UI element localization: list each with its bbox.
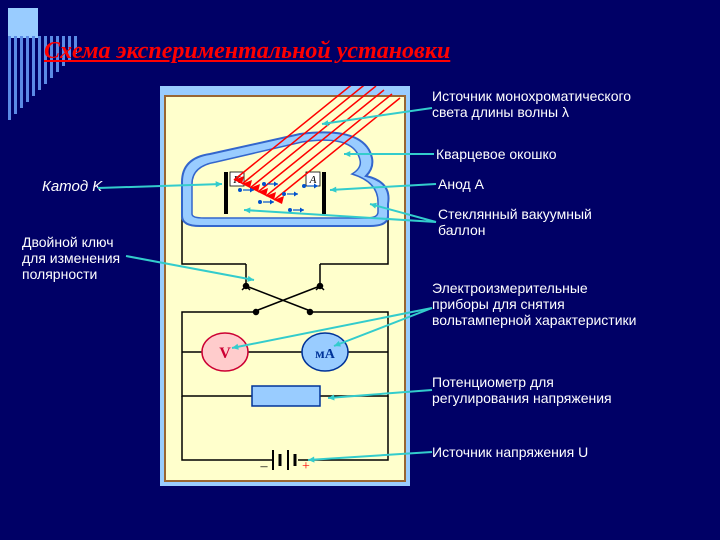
anode-label: A	[309, 174, 317, 186]
voltmeter-icon: V	[202, 333, 248, 371]
label-anode: Анод А	[438, 176, 484, 192]
label-glass: Стеклянный вакуумныйбаллон	[438, 206, 592, 238]
svg-text:мА: мА	[315, 347, 336, 362]
label-window: Кварцевое окошко	[436, 146, 557, 162]
label-pot: Потенциометр длярегулирования напряжения	[432, 374, 612, 406]
label-switch: Двойной ключдля измененияполярности	[22, 234, 120, 282]
milliammeter-icon: мА	[302, 333, 348, 371]
corner-square	[8, 8, 38, 38]
experiment-diagram: K A V	[160, 86, 410, 486]
svg-text:V: V	[219, 345, 231, 362]
battery-plus-label: +	[302, 459, 310, 474]
label-meters: Электроизмерительныеприборы для снятияво…	[432, 280, 636, 328]
page-title: Схема экспериментальной установки	[44, 38, 450, 65]
label-battery: Источник напряжения U	[432, 444, 588, 460]
label-light: Источник монохроматическогосвета длины в…	[432, 88, 631, 120]
label-cathode: Катод K	[42, 178, 102, 195]
battery-minus-label: –	[260, 459, 269, 474]
potentiometer-icon	[252, 386, 320, 406]
